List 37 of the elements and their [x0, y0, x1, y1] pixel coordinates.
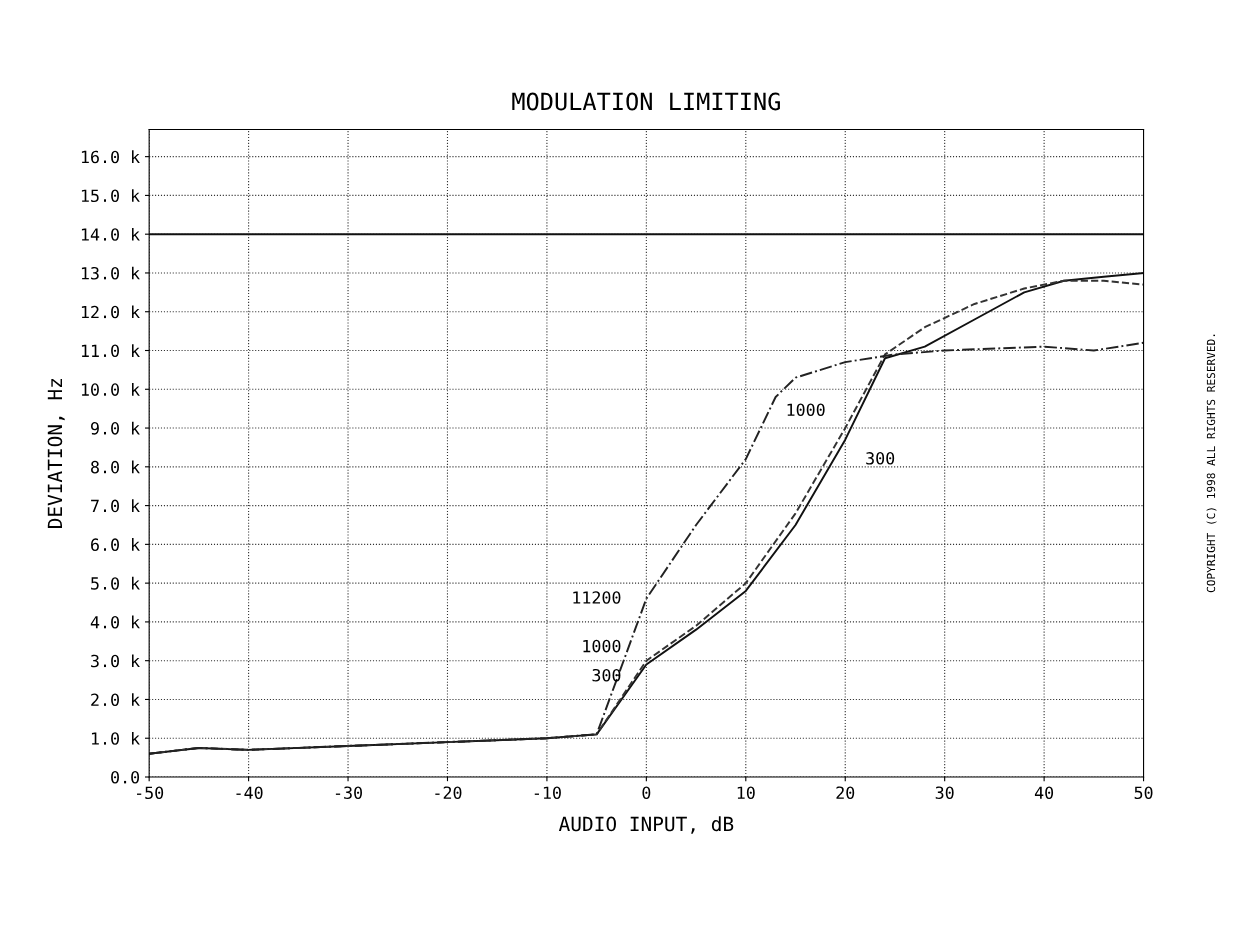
- x-tick-label: 30: [935, 786, 954, 800]
- x-tick-label: -20: [435, 786, 462, 800]
- y-tick-label: 11.0 k: [81, 344, 140, 358]
- y-tick-label: 13.0 k: [81, 266, 140, 280]
- x-axis-title: AUDIO INPUT, dB: [558, 816, 734, 834]
- y-tick-label: 14.0 k: [81, 227, 140, 241]
- y-axis-title: DEVIATION, Hz: [47, 378, 65, 529]
- y-tick-label: 9.0 k: [91, 421, 140, 435]
- annotation: 11200: [573, 591, 621, 604]
- y-tick-label: 10.0 k: [81, 382, 140, 396]
- y-tick-label: 15.0 k: [81, 189, 140, 203]
- y-tick-label: 16.0 k: [81, 150, 140, 164]
- x-tick-label: 50: [1134, 786, 1153, 800]
- y-tick-label: 8.0 k: [91, 460, 140, 474]
- x-tick-label: 20: [836, 786, 855, 800]
- y-tick-label: 6.0 k: [91, 538, 140, 551]
- y-tick-label: 7.0 k: [91, 499, 140, 513]
- annotation: 300: [592, 668, 621, 682]
- x-tick-label: -50: [137, 786, 164, 800]
- y-tick-label: 0.0: [111, 771, 140, 784]
- x-tick-label: -40: [236, 786, 263, 800]
- y-tick-label: 12.0 k: [81, 305, 140, 319]
- annotation: 300: [866, 452, 895, 465]
- x-tick-label: 0: [642, 786, 651, 800]
- x-tick-label: 10: [737, 786, 755, 800]
- y-tick-label: 2.0 k: [91, 693, 140, 707]
- y-tick-label: 3.0 k: [91, 654, 140, 668]
- x-tick-label: -30: [335, 786, 363, 800]
- annotation: 1000: [583, 639, 621, 653]
- text: COPYRIGHT (C) 1998 ALL RIGHTS RESERVED.: [1206, 334, 1217, 593]
- x-tick-label: -10: [534, 786, 561, 800]
- chart-title: MODULATION LIMITING: [512, 92, 780, 111]
- y-tick-label: 1.0 k: [91, 731, 140, 745]
- y-tick-label: 4.0 k: [90, 615, 140, 629]
- annotation: 1000: [787, 403, 825, 417]
- x-tick-label: 40: [1034, 786, 1054, 800]
- y-tick-label: 5.0 k: [91, 576, 140, 590]
